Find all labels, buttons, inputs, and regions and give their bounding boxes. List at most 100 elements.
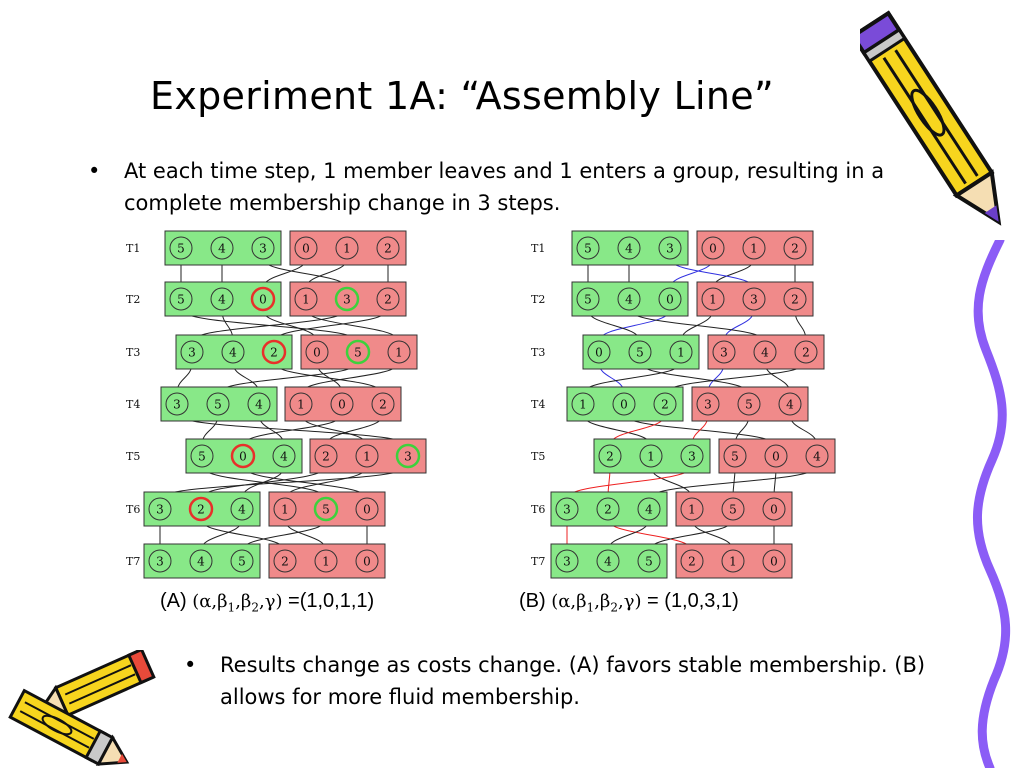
slide-title: Experiment 1A: “Assembly Line” — [150, 74, 774, 118]
member-label: 2 — [661, 398, 669, 412]
member-label: 5 — [584, 242, 592, 256]
member-node — [250, 286, 276, 312]
member-node — [273, 549, 297, 573]
member-label: 5 — [731, 450, 739, 464]
member-node — [805, 444, 829, 468]
time-label: T7 — [126, 555, 140, 568]
member-node — [247, 392, 271, 416]
member-label: 5 — [322, 503, 330, 517]
member-node — [221, 340, 245, 364]
member-label: 4 — [218, 242, 226, 256]
caption-a-params: (α,β1,β2,γ) — [192, 591, 283, 615]
member-node — [783, 236, 807, 260]
member-node — [371, 392, 395, 416]
member-label: 4 — [625, 242, 633, 256]
member-node — [230, 549, 254, 573]
bullet-glyph: • — [88, 159, 101, 183]
member-node — [395, 443, 421, 469]
member-node — [701, 287, 725, 311]
member-label: 5 — [198, 450, 206, 464]
member-label: 5 — [636, 346, 644, 360]
member-label: 3 — [704, 398, 712, 412]
group-boxes: 5 4 3 0 1 2 5 4 0 1 3 2 3 4 2 0 5 1 3 5 4 1 0 2 5 0 4 2 1 3 3 2 4 1 5 0 3 4 5 2… — [143, 230, 427, 579]
member-node — [653, 392, 677, 416]
member-label: 1 — [688, 503, 696, 517]
member-node — [230, 443, 256, 469]
member-label: 2 — [322, 450, 330, 464]
member-node — [794, 340, 818, 364]
member-node — [555, 497, 579, 521]
caption-a-label: (A) — [160, 590, 187, 612]
time-label: T2 — [126, 293, 140, 306]
member-node — [712, 340, 736, 364]
member-node — [189, 549, 213, 573]
member-node — [165, 392, 189, 416]
member-node — [210, 287, 234, 311]
member-node — [355, 444, 379, 468]
member-node — [617, 287, 641, 311]
member-node — [294, 287, 318, 311]
member-label: 4 — [218, 293, 226, 307]
member-node — [762, 497, 786, 521]
member-label: 5 — [214, 398, 222, 412]
member-label: 0 — [770, 555, 778, 569]
member-label: 2 — [384, 242, 392, 256]
member-label: 1 — [729, 555, 737, 569]
member-label: 1 — [297, 398, 305, 412]
member-label: 3 — [720, 346, 728, 360]
member-node — [639, 444, 663, 468]
member-label: 5 — [584, 293, 592, 307]
member-node — [230, 497, 254, 521]
member-label: 2 — [791, 293, 799, 307]
time-label: T6 — [531, 503, 545, 516]
member-label: 4 — [645, 503, 653, 517]
member-node — [721, 549, 745, 573]
member-label: 0 — [709, 242, 717, 256]
member-label: 3 — [156, 503, 164, 517]
member-node — [753, 340, 777, 364]
member-node — [778, 392, 802, 416]
member-label: 4 — [280, 450, 288, 464]
member-node — [334, 286, 360, 312]
member-label: 0 — [259, 293, 267, 307]
member-label: 3 — [750, 293, 758, 307]
member-node — [330, 392, 354, 416]
caption-b-value: = (1,0,3,1) — [641, 590, 739, 612]
member-node — [190, 444, 214, 468]
member-label: 1 — [322, 555, 330, 569]
member-node — [617, 236, 641, 260]
member-label: 5 — [645, 555, 653, 569]
member-node — [345, 339, 371, 365]
member-label: 4 — [625, 293, 633, 307]
member-label: 2 — [281, 555, 289, 569]
member-node — [314, 549, 338, 573]
member-label: 0 — [363, 503, 371, 517]
member-node — [701, 236, 725, 260]
member-label: 0 — [313, 346, 321, 360]
member-node — [148, 497, 172, 521]
member-label: 1 — [363, 450, 371, 464]
member-node — [180, 340, 204, 364]
member-label: 0 — [239, 450, 247, 464]
member-label: 4 — [761, 346, 769, 360]
member-node — [206, 392, 230, 416]
member-label: 5 — [238, 555, 246, 569]
member-label: 3 — [563, 555, 571, 569]
member-label: 1 — [343, 242, 351, 256]
member-node — [669, 340, 693, 364]
member-node — [272, 444, 296, 468]
member-node — [721, 497, 745, 521]
member-node — [680, 444, 704, 468]
member-node — [273, 497, 297, 521]
member-node — [764, 444, 788, 468]
member-node — [376, 287, 400, 311]
member-label: 2 — [688, 555, 696, 569]
group-boxes: 5 4 3 0 1 2 5 4 0 1 3 2 0 5 1 3 4 2 1 0 2 3 5 4 2 1 3 5 0 4 3 2 4 1 5 0 3 4 5 2… — [550, 230, 836, 579]
member-node — [188, 496, 214, 522]
member-label: 3 — [188, 346, 196, 360]
member-label: 2 — [606, 450, 614, 464]
member-label: 0 — [770, 503, 778, 517]
member-label: 0 — [595, 346, 603, 360]
member-label: 0 — [338, 398, 346, 412]
member-node — [355, 497, 379, 521]
